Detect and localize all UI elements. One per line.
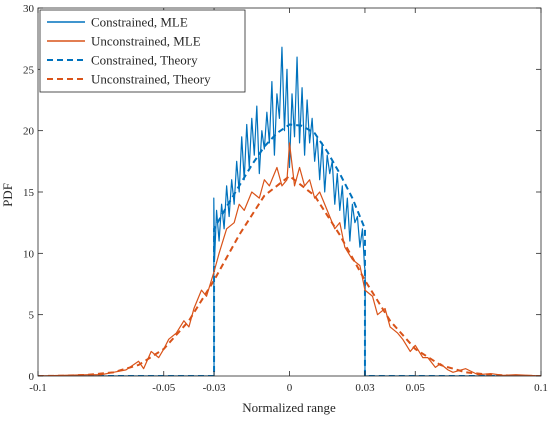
series-line-1: [38, 142, 541, 376]
x-axis-label: Normalized range: [242, 400, 336, 415]
y-tick-label-5: 25: [23, 64, 35, 76]
legend-box: [39, 9, 246, 93]
x-tick-label-3: 0: [287, 382, 293, 394]
series-line-0: [38, 46, 541, 376]
y-tick-label-4: 20: [23, 126, 35, 138]
x-tick-label-2: -0.03: [203, 382, 226, 394]
y-tick-label-3: 15: [23, 187, 35, 199]
x-tick-label-1: -0.05: [152, 382, 175, 394]
y-tick-label-1: 5: [29, 310, 35, 322]
x-tick-label-5: 0.05: [406, 382, 426, 394]
legend-label-2: Constrained, Theory: [91, 53, 198, 68]
y-axis-label: PDF: [0, 183, 15, 207]
legend-label-0: Constrained, MLE: [91, 15, 188, 30]
axes: -0.1 -0.05 -0.03 0 0.03 0.05 0.1 0 5 10 15 20 25 30: [23, 3, 548, 394]
x-tick-label-4: 0.03: [355, 382, 375, 394]
legend-label-3: Unconstrained, Theory: [91, 72, 211, 87]
y-tick-label-2: 10: [23, 248, 35, 260]
y-tick-label-0: 0: [29, 371, 35, 383]
x-tick-label-0: -0.1: [29, 382, 46, 394]
x-tick-label-6: 0.1: [534, 382, 548, 394]
series-line-3: [38, 175, 541, 376]
legend-label-1: Unconstrained, MLE: [91, 34, 201, 49]
legend: Constrained, MLE Unconstrained, MLE Constr…: [39, 9, 246, 93]
plot-area: [38, 46, 541, 376]
y-tick-label-6: 30: [23, 3, 35, 15]
